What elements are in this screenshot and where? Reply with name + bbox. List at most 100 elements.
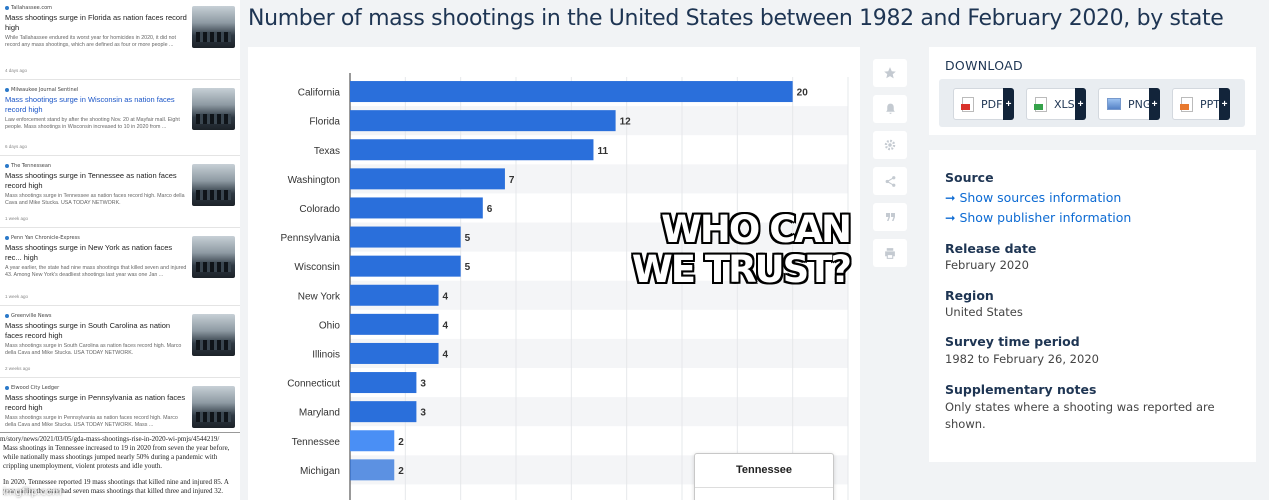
news-source: Tallahassee.com [5, 5, 52, 11]
print-icon[interactable] [873, 239, 907, 267]
news-source: Greenville News [5, 313, 51, 319]
news-result-item[interactable]: Elwood City Ledger Mass shootings surge i… [0, 380, 240, 432]
news-source-name: Greenville News [11, 313, 52, 319]
news-thumbnail[interactable] [192, 386, 235, 428]
bar[interactable] [350, 255, 461, 277]
bar[interactable] [350, 372, 417, 394]
category-label: Connecticut [287, 379, 340, 390]
source-favicon-icon [5, 386, 9, 390]
bar[interactable] [350, 168, 505, 190]
news-thumbnail[interactable] [192, 164, 235, 206]
news-thumbnail[interactable] [192, 236, 235, 278]
news-timestamp: 1 week ago [5, 216, 29, 221]
news-source-name: Milwaukee Journal Sentinel [11, 87, 79, 93]
news-headline[interactable]: Mass shootings surge in Florida as natio… [5, 13, 187, 32]
region-label: Region [945, 288, 994, 303]
news-timestamp: 2 weeks ago [5, 366, 31, 371]
meme-caption-line-2: WE TRUST? [631, 248, 852, 291]
news-result-item[interactable]: The Tennessean Mass shootings surge in Te… [0, 158, 240, 228]
show-publisher-link[interactable]: ➞ Show publisher information [945, 210, 1132, 225]
category-label: Colorado [299, 204, 340, 215]
bar[interactable] [350, 110, 616, 132]
source-favicon-icon [5, 164, 9, 168]
share-icon[interactable] [873, 167, 907, 195]
value-label: 4 [443, 320, 449, 331]
news-thumbnail[interactable] [192, 6, 235, 48]
value-label: 2 [398, 466, 404, 477]
news-headline[interactable]: Mass shootings surge in Pennsylvania as … [5, 393, 186, 412]
download-pdf-label: PDF [981, 97, 1003, 111]
bar[interactable] [350, 81, 793, 103]
download-xls-label: XLS [1054, 97, 1075, 111]
survey-period-label: Survey time period [945, 334, 1080, 349]
category-label: Maryland [299, 408, 340, 419]
download-buttons: PDF + XLS + PNG + PPT + [939, 79, 1245, 127]
category-label: Ohio [319, 320, 341, 331]
value-label: 2 [398, 437, 404, 448]
article-url[interactable]: m/story/news/2021/03/05/gda-mass-shootin… [0, 435, 220, 443]
bar[interactable] [350, 139, 594, 161]
plus-icon[interactable]: + [1075, 88, 1086, 120]
gear-icon[interactable] [873, 131, 907, 159]
source-label: Source [945, 170, 994, 185]
plus-icon[interactable]: + [1003, 88, 1014, 120]
bar[interactable] [350, 313, 439, 335]
news-timestamp: 1 week ago [5, 294, 29, 299]
download-xls-button[interactable]: XLS + [1026, 88, 1086, 120]
category-label: Florida [309, 117, 340, 128]
news-source-name: Elwood City Ledger [11, 385, 60, 391]
meme-caption: WHO CAN WE TRUST? [600, 208, 852, 291]
download-ppt-button[interactable]: PPT + [1172, 88, 1230, 120]
bar[interactable] [350, 342, 439, 364]
meme-caption-line-1: WHO CAN [661, 208, 852, 251]
news-headline[interactable]: Mass shootings surge in South Carolina a… [5, 321, 171, 340]
star-icon[interactable] [873, 59, 907, 87]
download-title: DOWNLOAD [945, 58, 1023, 73]
download-panel: DOWNLOAD PDF + XLS + PNG + PPT + [929, 47, 1256, 135]
survey-period-value: 1982 to February 26, 2020 [945, 352, 1099, 366]
news-source: Milwaukee Journal Sentinel [5, 87, 78, 93]
bar[interactable] [350, 401, 417, 423]
news-snippet: A year earlier, the state had nine mass … [5, 265, 187, 278]
supplementary-notes-label: Supplementary notes [945, 382, 1097, 397]
bar[interactable] [350, 430, 395, 452]
bar[interactable] [350, 226, 461, 248]
news-headline[interactable]: Mass shootings surge in Tennessee as nat… [5, 171, 177, 190]
category-label: Washington [288, 175, 340, 186]
download-ppt-label: PPT [1200, 97, 1220, 111]
category-label: Michigan [300, 466, 340, 477]
news-headline[interactable]: Mass shootings surge in New York as nati… [5, 243, 173, 262]
value-label: 4 [443, 291, 449, 302]
show-sources-link[interactable]: ➞ Show sources information [945, 190, 1122, 205]
quote-icon[interactable] [873, 203, 907, 231]
download-pdf-button[interactable]: PDF + [953, 88, 1014, 120]
plus-icon[interactable]: + [1219, 88, 1230, 120]
plus-icon[interactable]: + [1149, 88, 1160, 120]
download-png-button[interactable]: PNG + [1098, 88, 1160, 120]
value-label: 4 [443, 349, 449, 360]
news-thumbnail[interactable] [192, 88, 235, 130]
download-png-label: PNG [1128, 97, 1152, 111]
news-headline[interactable]: Mass shootings surge in Wisconsin as nat… [5, 95, 175, 114]
news-snippet: Mass shootings surge in South Carolina a… [5, 343, 182, 356]
news-timestamp: 4 days ago [5, 68, 28, 73]
article-paragraph-2: In 2020, Tennessee reported 19 mass shoo… [3, 478, 229, 495]
bar[interactable] [350, 197, 483, 219]
news-results-column: Tallahassee.com Mass shootings surge in F… [0, 0, 240, 432]
news-thumbnail[interactable] [192, 314, 235, 356]
value-label: 11 [597, 146, 608, 157]
release-date-value: February 2020 [945, 258, 1029, 272]
bell-icon[interactable] [873, 95, 907, 123]
news-result-item[interactable]: Greenville News Mass shootings surge in S… [0, 308, 240, 378]
bar[interactable] [350, 284, 439, 306]
news-result-item[interactable]: Tallahassee.com Mass shootings surge in F… [0, 0, 240, 80]
bar[interactable] [350, 459, 395, 481]
xls-file-icon [1034, 96, 1047, 112]
news-result-item[interactable]: Penn Yan Chronicle-Express Mass shootings… [0, 230, 240, 306]
source-favicon-icon [5, 88, 9, 92]
row-band [350, 397, 848, 427]
value-label: 3 [420, 379, 426, 390]
category-label: Texas [314, 146, 340, 157]
news-result-item[interactable]: Milwaukee Journal Sentinel Mass shootings… [0, 82, 240, 156]
region-value: United States [945, 305, 1023, 319]
